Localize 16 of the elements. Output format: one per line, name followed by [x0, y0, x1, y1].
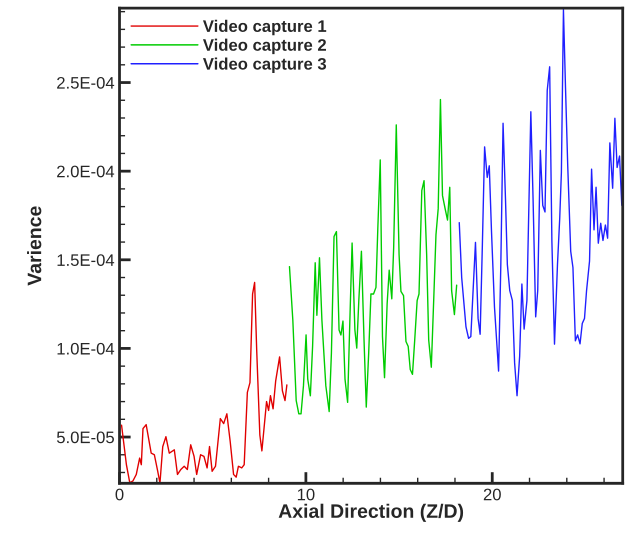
y-tick-label: 1.0E-04	[58, 342, 114, 355]
y-tick-label: 5.0E-05	[56, 431, 114, 444]
line-series	[458, 9, 622, 396]
legend-label: Video capture 3	[202, 58, 326, 74]
line-series	[288, 98, 458, 415]
y-tick-label: 2.5E-04	[57, 76, 114, 89]
legend-label: Video capture 2	[202, 38, 326, 54]
x-tick-label: 20	[484, 488, 501, 500]
y-tick-label: 1.5E-04	[58, 254, 114, 266]
y-tick-label: 2.0E-04	[57, 166, 114, 178]
y-axis-title: Varience	[27, 206, 42, 286]
x-axis-title: Axial Direction (Z/D)	[278, 504, 464, 522]
x-tick-label: 10	[298, 488, 314, 500]
line-series	[120, 282, 288, 484]
legend-label: Video capture 1	[202, 20, 326, 36]
x-tick-label: 0	[116, 488, 124, 500]
